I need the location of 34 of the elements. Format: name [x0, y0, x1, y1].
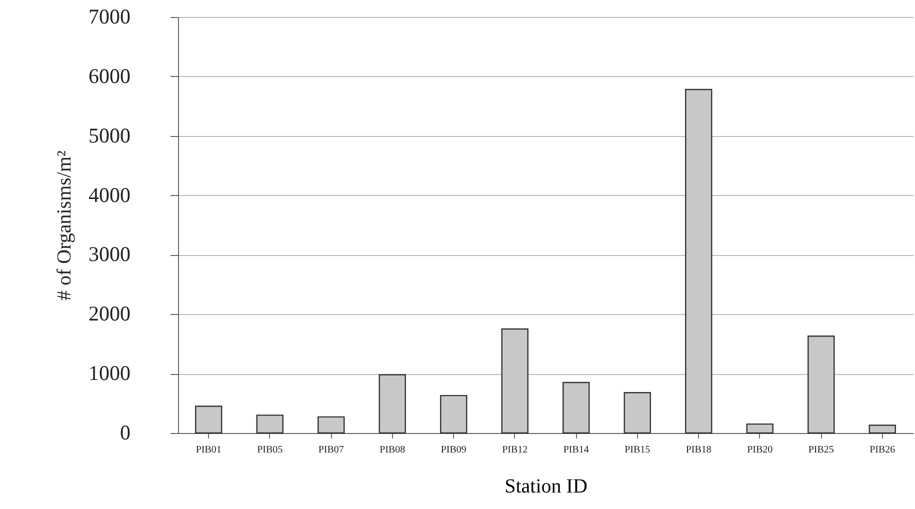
x-tick-label: PIB01 — [196, 444, 222, 456]
x-tick-label: PIB18 — [686, 444, 712, 456]
bar — [624, 392, 651, 434]
bar — [562, 382, 590, 434]
bar — [746, 423, 774, 434]
x-tick-label: PIB20 — [747, 444, 773, 456]
bar — [440, 394, 468, 434]
bar — [685, 88, 712, 434]
y-tick-label: 4000 — [88, 182, 130, 207]
x-tick-label: PIB14 — [563, 444, 589, 456]
bar — [318, 416, 345, 434]
y-tick-label: 6000 — [88, 64, 130, 88]
y-tick-label: 7000 — [88, 4, 130, 28]
bar — [808, 336, 835, 434]
y-tick-label: 5000 — [88, 123, 130, 148]
y-tick-label: 3000 — [88, 242, 130, 266]
bar — [256, 414, 284, 434]
x-tick-label: PIB25 — [808, 444, 834, 456]
bar — [501, 328, 528, 434]
y-tick-label: 0 — [120, 420, 130, 444]
x-tick-label: PIB08 — [380, 444, 406, 456]
x-axis-title: Station ID — [504, 476, 588, 498]
x-tick-label: PIB15 — [624, 444, 650, 456]
bar — [195, 406, 222, 434]
bar — [378, 374, 406, 434]
x-tick-label: PIB12 — [502, 444, 528, 456]
y-axis-title: # of Organisms/m² — [54, 150, 76, 301]
y-tick-label: 1000 — [88, 361, 130, 386]
x-tick-label: PIB09 — [440, 444, 466, 456]
bar — [868, 424, 896, 434]
x-tick-label: PIB07 — [318, 444, 344, 456]
x-tick-label: PIB26 — [870, 444, 896, 456]
y-tick-label: 2000 — [88, 302, 130, 326]
x-tick-label: PIB05 — [257, 444, 283, 456]
